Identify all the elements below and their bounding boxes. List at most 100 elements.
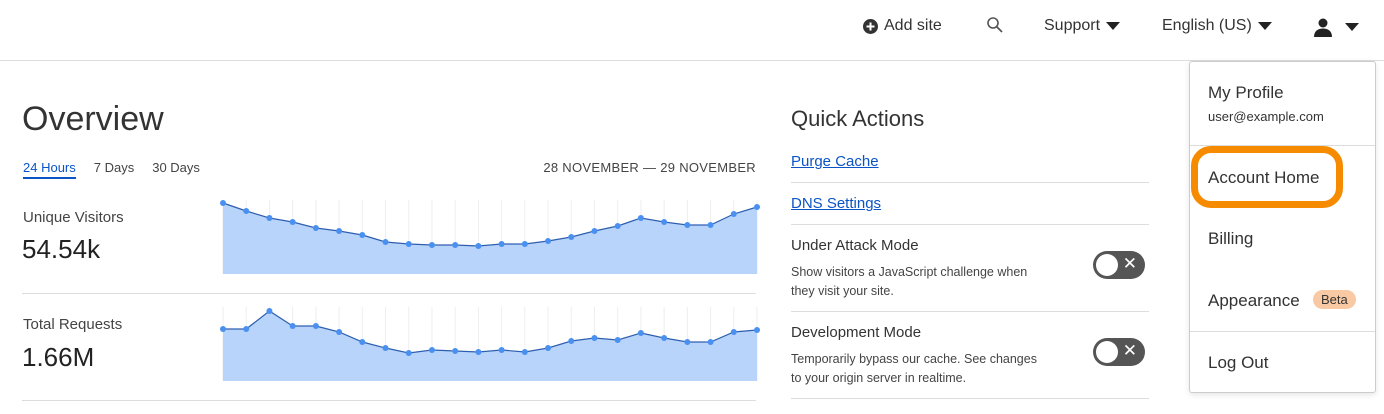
divider — [22, 293, 756, 294]
data-point — [243, 208, 250, 214]
data-point — [545, 238, 552, 244]
data-point — [428, 347, 435, 353]
data-point — [359, 339, 366, 345]
data-point — [336, 228, 343, 234]
metric-label: Unique Visitors — [23, 209, 124, 226]
x-icon: ✕ — [1122, 254, 1137, 273]
data-point — [614, 223, 621, 229]
data-point — [707, 339, 714, 345]
add-site-button[interactable]: Add site — [863, 17, 942, 35]
data-point — [498, 241, 505, 247]
menu-item-billing[interactable]: Billing — [1208, 229, 1254, 248]
user-email: user@example.com — [1208, 109, 1324, 124]
beta-badge: Beta — [1313, 290, 1356, 309]
x-icon: ✕ — [1122, 341, 1137, 360]
plus-circle-icon — [863, 18, 878, 34]
data-point — [684, 339, 691, 345]
caret-down-icon — [1345, 23, 1359, 31]
caret-down-icon — [1106, 22, 1121, 30]
data-point — [707, 222, 714, 228]
total-requests-chart — [220, 307, 760, 381]
quick-actions-title: Quick Actions — [791, 106, 925, 131]
data-point — [568, 338, 575, 344]
data-point — [405, 350, 412, 356]
dns-settings-link[interactable]: DNS Settings — [791, 195, 882, 212]
data-point — [637, 215, 644, 221]
data-point — [684, 222, 691, 228]
menu-item-log-out[interactable]: Log Out — [1208, 353, 1269, 372]
series-line — [222, 202, 758, 247]
search-icon — [987, 17, 1003, 33]
account-home-highlight — [1191, 146, 1343, 208]
divider — [791, 224, 1149, 225]
user-dropdown-menu: My Profile user@example.com Account Home… — [1189, 61, 1376, 393]
data-point — [568, 234, 575, 240]
purge-cache-link[interactable]: Purge Cache — [791, 153, 879, 170]
divider — [22, 400, 756, 401]
data-point — [637, 330, 644, 336]
tab-24-hours[interactable]: 24 Hours — [23, 160, 76, 179]
data-point — [730, 211, 737, 217]
menu-item-my-profile[interactable]: My Profile — [1208, 83, 1284, 102]
divider — [791, 182, 1149, 183]
data-point — [521, 241, 528, 247]
data-point — [661, 219, 668, 225]
support-dropdown[interactable]: Support — [1044, 17, 1121, 35]
data-point — [220, 326, 226, 332]
divider — [791, 398, 1149, 399]
unique-visitors-chart — [220, 200, 760, 274]
tab-7-days[interactable]: 7 Days — [93, 160, 135, 175]
data-point — [521, 349, 528, 355]
data-point — [220, 200, 226, 206]
data-point — [312, 323, 319, 329]
data-point — [266, 215, 273, 221]
top-bar: Add site Support English (US) — [0, 0, 1384, 61]
divider — [791, 311, 1149, 312]
data-point — [661, 335, 668, 341]
data-point — [359, 232, 366, 238]
data-point — [614, 337, 621, 343]
data-point — [266, 308, 273, 314]
data-point — [405, 241, 412, 247]
data-point — [545, 345, 552, 351]
page-title: Overview — [22, 100, 164, 138]
language-dropdown[interactable]: English (US) — [1162, 17, 1272, 35]
data-point — [289, 323, 296, 329]
area-fill — [223, 203, 757, 274]
data-point — [243, 326, 250, 332]
data-point — [475, 349, 482, 355]
under-attack-description: Show visitors a JavaScript challenge whe… — [791, 265, 1028, 298]
toggle-knob — [1096, 341, 1118, 363]
menu-item-appearance[interactable]: Appearance — [1208, 291, 1300, 310]
data-point — [428, 242, 435, 248]
data-point — [591, 335, 598, 341]
tab-30-days[interactable]: 30 Days — [152, 160, 200, 175]
under-attack-toggle[interactable]: ✕ — [1093, 251, 1145, 279]
data-point — [312, 225, 319, 231]
data-point — [754, 327, 760, 333]
data-point — [382, 239, 389, 245]
metric-label: Total Requests — [23, 316, 123, 333]
metric-value: 1.66M — [22, 342, 95, 372]
user-icon — [1314, 18, 1332, 37]
development-mode-title: Development Mode — [791, 324, 922, 341]
caret-down-icon — [1257, 22, 1272, 30]
data-point — [754, 204, 760, 210]
data-point — [730, 329, 737, 335]
data-point — [382, 345, 389, 351]
development-mode-description: Temporarily bypass our cache. See change… — [791, 352, 1037, 385]
language-label: English (US) — [1162, 17, 1252, 34]
search-button[interactable] — [986, 16, 1004, 34]
time-range-tabs: 24 Hours 7 Days 30 Days — [23, 160, 200, 179]
date-range: 28 NOVEMBER — 29 NOVEMBER — [543, 160, 756, 175]
menu-item-account-home[interactable]: Account Home — [1208, 168, 1320, 187]
add-site-label: Add site — [884, 17, 942, 34]
data-point — [452, 242, 459, 248]
data-point — [498, 347, 505, 353]
divider — [1190, 145, 1375, 146]
user-menu-button[interactable] — [1313, 17, 1359, 37]
development-mode-toggle[interactable]: ✕ — [1093, 338, 1145, 366]
series-line — [223, 310, 758, 354]
data-point — [336, 329, 343, 335]
area-fill — [223, 311, 757, 381]
